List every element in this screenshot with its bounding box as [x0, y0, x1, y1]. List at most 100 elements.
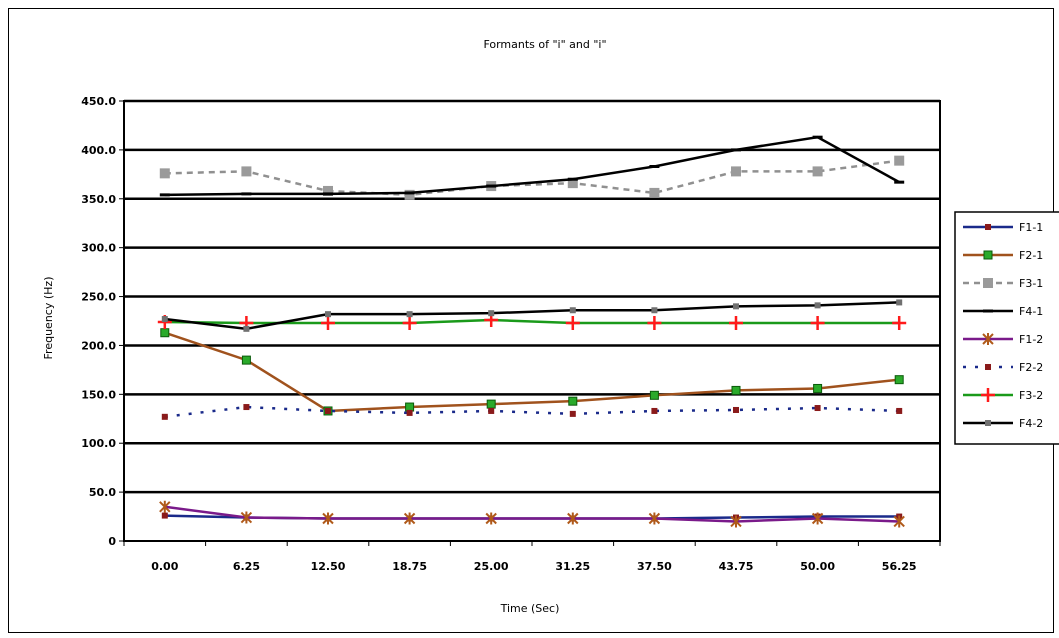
- data-marker: [567, 178, 578, 189]
- series-line-f3-2: [164, 318, 900, 325]
- data-marker: [896, 407, 903, 414]
- data-marker: [161, 512, 168, 519]
- data-marker: [161, 316, 168, 323]
- data-marker: [323, 185, 333, 196]
- data-marker: [240, 511, 253, 524]
- data-marker: [241, 355, 251, 365]
- data-marker: [159, 500, 171, 513]
- data-marker: [569, 307, 576, 314]
- data-marker: [406, 409, 413, 416]
- legend-box: [954, 211, 1059, 445]
- data-marker: [405, 402, 415, 412]
- y-tick-label: 150.0: [81, 388, 116, 401]
- x-tick-label: 43.75: [719, 560, 754, 573]
- data-marker: [402, 315, 417, 330]
- data-marker: [403, 512, 416, 525]
- data-marker: [488, 310, 495, 317]
- x-tick-label: 50.00: [800, 560, 835, 573]
- y-tick-label: 400.0: [81, 144, 116, 157]
- data-marker: [649, 187, 660, 198]
- data-marker: [649, 390, 659, 400]
- legend-label: F4-1: [1019, 305, 1043, 318]
- data-marker: [894, 375, 904, 385]
- y-tick-label: 450.0: [81, 95, 116, 108]
- y-tick-label: 200.0: [81, 339, 116, 352]
- y-tick-label: 0: [108, 535, 116, 548]
- data-marker: [810, 315, 825, 330]
- legend-label: F2-1: [1019, 249, 1043, 262]
- x-tick-label: 37.50: [637, 560, 672, 573]
- data-marker: [985, 224, 991, 230]
- legend-label: F1-2: [1019, 333, 1043, 346]
- y-tick-label: 300.0: [81, 242, 116, 255]
- legend-label: F1-1: [1019, 221, 1043, 234]
- y-tick-label: 100.0: [81, 437, 116, 450]
- x-tick-label: 25.00: [474, 560, 509, 573]
- data-marker: [569, 410, 576, 417]
- data-marker: [811, 512, 824, 525]
- data-marker: [488, 407, 495, 414]
- y-tick-label: 250.0: [81, 291, 116, 304]
- data-marker: [241, 166, 252, 177]
- x-tick-label: 31.25: [555, 560, 590, 573]
- series-line-f1-2: [164, 505, 900, 523]
- data-marker: [982, 333, 994, 345]
- series-line-f2-1: [164, 331, 900, 413]
- data-marker: [985, 364, 991, 370]
- data-marker: [985, 420, 991, 426]
- data-marker: [161, 413, 168, 420]
- y-tick-label: 350.0: [81, 193, 116, 206]
- data-marker: [892, 315, 907, 330]
- series-line-f4-2: [164, 301, 900, 331]
- x-axis-title: Time (Sec): [500, 602, 560, 615]
- data-marker: [485, 512, 497, 525]
- data-marker: [568, 396, 578, 406]
- data-marker: [567, 512, 579, 525]
- data-marker: [651, 407, 658, 414]
- data-marker: [321, 315, 335, 330]
- data-marker: [648, 512, 661, 525]
- legend-label: F4-2: [1019, 417, 1043, 430]
- data-marker: [325, 407, 331, 414]
- data-marker: [325, 311, 331, 318]
- x-tick-label: 6.25: [233, 560, 260, 573]
- chart-title: Formants of "i" and "i": [483, 38, 606, 51]
- data-marker: [813, 383, 823, 393]
- data-marker: [160, 328, 170, 338]
- data-marker: [814, 405, 821, 412]
- data-marker: [981, 388, 995, 402]
- data-marker: [486, 399, 496, 409]
- x-tick-label: 56.25: [882, 560, 917, 573]
- data-marker: [731, 166, 741, 177]
- data-marker: [651, 307, 658, 314]
- series-line-f3-1: [164, 159, 900, 197]
- data-marker: [894, 155, 905, 166]
- plot-area: 450.0 400.0 350.0 300.0 250.0 200.0 150.0 100.0…: [81, 95, 941, 573]
- x-tick-label: 0.00: [151, 560, 178, 573]
- data-marker: [731, 385, 741, 395]
- x-tick-label: 12.50: [311, 560, 346, 573]
- data-marker: [896, 299, 903, 306]
- data-marker: [159, 168, 170, 179]
- data-marker: [406, 311, 413, 318]
- data-marker: [243, 325, 250, 332]
- series-line-f4-1: [164, 135, 900, 197]
- data-marker: [730, 515, 742, 528]
- data-marker: [647, 315, 662, 330]
- legend-label: F3-2: [1019, 389, 1043, 402]
- legend-label: F3-1: [1019, 277, 1043, 290]
- data-marker: [243, 404, 250, 411]
- data-marker: [812, 166, 823, 177]
- data-marker: [322, 512, 334, 525]
- data-marker: [983, 250, 993, 260]
- data-marker: [733, 406, 739, 413]
- data-marker: [983, 278, 993, 288]
- data-marker: [729, 315, 743, 330]
- legend: F1-1 F2-1 F3-1 F4-1 F1-2 F2-2 F3-2 F4-2: [954, 211, 1059, 445]
- data-marker: [814, 302, 821, 309]
- y-tick-label: 50.0: [89, 486, 116, 499]
- series-line-f2-2: [164, 405, 900, 419]
- x-tick-label: 18.75: [392, 560, 427, 573]
- legend-label: F2-2: [1019, 361, 1043, 374]
